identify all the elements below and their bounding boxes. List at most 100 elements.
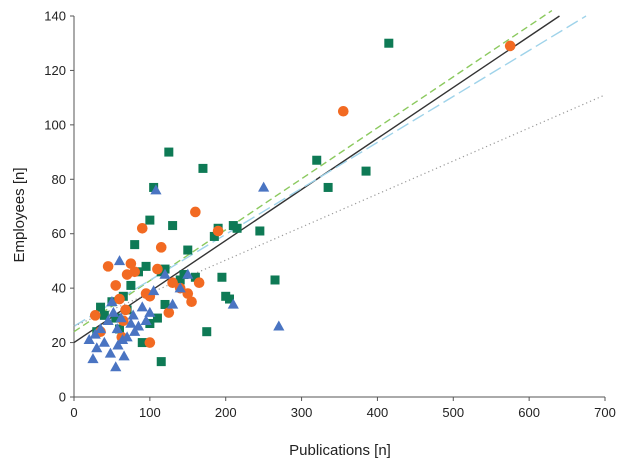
point-triangle bbox=[106, 295, 118, 306]
x-tick-label: 300 bbox=[291, 405, 313, 420]
point-circle bbox=[152, 263, 163, 275]
point-circle bbox=[120, 304, 131, 316]
point-triangle bbox=[83, 334, 95, 345]
y-tick-label: 0 bbox=[59, 390, 66, 405]
point-circle bbox=[186, 296, 197, 308]
x-tick-label: 100 bbox=[139, 405, 161, 420]
point-circle bbox=[163, 307, 175, 318]
point-triangle bbox=[182, 268, 194, 279]
point-circle bbox=[129, 266, 140, 278]
x-tick-label: 400 bbox=[367, 405, 389, 420]
point-triangle bbox=[148, 285, 160, 296]
point-square bbox=[255, 226, 265, 236]
point-square bbox=[183, 245, 193, 255]
point-square bbox=[384, 38, 394, 48]
data-points bbox=[83, 38, 516, 372]
point-circle bbox=[193, 277, 205, 289]
point-triangle bbox=[113, 255, 126, 266]
point-circle bbox=[167, 277, 178, 289]
point-circle bbox=[89, 310, 101, 321]
point-circle bbox=[190, 206, 201, 218]
point-triangle bbox=[116, 334, 129, 345]
point-triangle bbox=[121, 331, 133, 342]
point-square bbox=[209, 231, 219, 241]
point-triangle bbox=[112, 339, 124, 350]
point-triangle bbox=[98, 336, 110, 347]
point-square bbox=[232, 223, 242, 233]
trendline-longdash bbox=[73, 15, 587, 327]
point-triangle bbox=[89, 328, 101, 339]
point-square bbox=[111, 313, 121, 323]
point-triangle bbox=[102, 315, 114, 325]
point-triangle bbox=[107, 306, 120, 317]
point-square bbox=[323, 182, 333, 192]
point-circle bbox=[125, 258, 137, 269]
point-square bbox=[175, 275, 185, 285]
point-square bbox=[130, 240, 140, 250]
point-square bbox=[217, 272, 227, 282]
point-square bbox=[96, 302, 106, 312]
point-square bbox=[168, 221, 178, 231]
trendline-dashed bbox=[73, 9, 553, 333]
point-circle bbox=[182, 288, 194, 299]
x-axis-title: Publications [n] bbox=[289, 442, 391, 459]
point-triangle bbox=[140, 315, 152, 325]
point-square bbox=[164, 147, 174, 157]
point-triangle bbox=[273, 320, 285, 331]
point-triangle bbox=[115, 312, 127, 323]
point-triangle bbox=[87, 353, 99, 364]
point-circle bbox=[504, 40, 516, 52]
point-triangle bbox=[159, 268, 171, 279]
x-tick-label: 500 bbox=[442, 405, 464, 420]
point-triangle bbox=[94, 323, 107, 334]
point-square bbox=[198, 163, 208, 173]
point-circle bbox=[136, 222, 148, 234]
point-triangle bbox=[111, 323, 123, 334]
point-circle bbox=[212, 225, 224, 237]
point-circle bbox=[144, 337, 156, 348]
x-tick-label: 200 bbox=[215, 405, 237, 420]
point-square bbox=[141, 261, 151, 271]
point-triangle bbox=[104, 347, 117, 358]
point-triangle bbox=[127, 309, 139, 320]
point-triangle bbox=[150, 184, 162, 195]
point-square bbox=[149, 182, 159, 192]
y-axis-title: Employees [n] bbox=[11, 167, 28, 262]
point-square bbox=[179, 270, 189, 280]
y-tick-label: 80 bbox=[52, 172, 66, 187]
point-triangle bbox=[144, 306, 156, 317]
y-tick-label: 120 bbox=[44, 63, 66, 78]
point-triangle bbox=[258, 181, 270, 192]
point-triangle bbox=[167, 298, 179, 309]
point-triangle bbox=[129, 325, 141, 336]
point-triangle bbox=[91, 342, 103, 353]
point-square bbox=[145, 215, 155, 225]
x-tick-label: 0 bbox=[70, 405, 77, 420]
point-square bbox=[156, 357, 166, 367]
x-tick-label: 600 bbox=[518, 405, 540, 420]
point-triangle bbox=[136, 301, 148, 312]
x-tick-label: 700 bbox=[594, 405, 616, 420]
point-triangle bbox=[227, 298, 239, 309]
point-circle bbox=[337, 105, 349, 117]
point-triangle bbox=[118, 350, 130, 361]
point-square bbox=[202, 327, 212, 337]
point-square bbox=[99, 310, 109, 320]
point-square bbox=[137, 338, 147, 348]
point-triangle bbox=[110, 361, 122, 372]
y-tick-label: 100 bbox=[44, 117, 66, 132]
point-square bbox=[190, 272, 200, 282]
point-circle bbox=[102, 261, 114, 272]
point-square bbox=[160, 299, 170, 309]
y-tick-label: 60 bbox=[52, 226, 66, 241]
point-square bbox=[126, 280, 136, 290]
y-tick-label: 140 bbox=[44, 9, 66, 24]
point-square bbox=[270, 275, 280, 285]
y-tick-label: 20 bbox=[52, 335, 66, 350]
point-circle bbox=[114, 293, 125, 305]
point-circle bbox=[155, 242, 167, 253]
point-square bbox=[361, 166, 371, 176]
y-tick-label: 40 bbox=[52, 281, 66, 296]
point-square bbox=[225, 294, 235, 304]
